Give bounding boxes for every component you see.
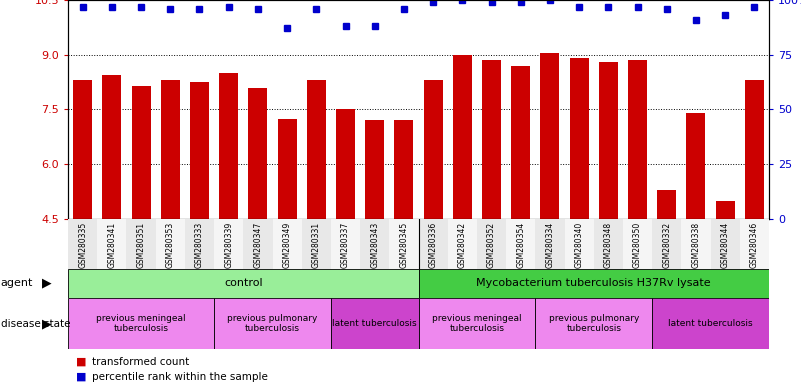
Bar [477,219,506,269]
Bar [506,219,535,269]
Text: GSM280349: GSM280349 [283,221,292,268]
Bar [336,109,355,219]
Bar [565,219,594,269]
Bar [628,60,647,219]
Bar [623,219,652,269]
Bar [73,80,92,219]
Text: GSM280334: GSM280334 [545,221,554,268]
Bar [745,80,764,219]
Text: GSM280339: GSM280339 [224,221,233,268]
Text: ■: ■ [76,372,87,382]
Text: GSM280341: GSM280341 [107,221,116,268]
Text: ▶: ▶ [42,277,51,290]
Bar [307,80,326,219]
Text: latent tuberculosis: latent tuberculosis [332,319,417,328]
Bar [418,219,448,269]
Bar [541,53,559,219]
Bar [394,121,413,219]
Text: GSM280331: GSM280331 [312,221,321,268]
Text: GSM280344: GSM280344 [721,221,730,268]
Bar [278,119,296,219]
Bar [389,219,418,269]
Text: GSM280352: GSM280352 [487,221,496,268]
Text: GSM280338: GSM280338 [691,221,700,268]
Bar [331,219,360,269]
Bar [453,55,472,219]
Text: control: control [224,278,263,288]
Bar [97,219,127,269]
Bar [652,219,682,269]
Text: GSM280332: GSM280332 [662,221,671,268]
Bar [272,219,302,269]
Bar [599,62,618,219]
Bar [244,219,272,269]
Bar [103,75,122,219]
Text: ▶: ▶ [42,317,51,330]
Text: GSM280345: GSM280345 [400,221,409,268]
Bar [302,219,331,269]
Text: GSM280337: GSM280337 [341,221,350,268]
Bar [418,298,535,349]
Text: transformed count: transformed count [92,356,189,367]
Text: previous meningeal
tuberculosis: previous meningeal tuberculosis [432,314,521,333]
Bar [535,298,652,349]
Text: ■: ■ [76,356,87,367]
Bar [658,190,676,219]
Bar [424,80,443,219]
Bar [448,219,477,269]
Bar [214,298,331,349]
Bar [155,219,185,269]
Bar [710,219,740,269]
Text: latent tuberculosis: latent tuberculosis [668,319,753,328]
Bar [740,219,769,269]
Text: GSM280342: GSM280342 [458,221,467,268]
Bar [511,66,530,219]
Text: agent: agent [1,278,33,288]
Text: GSM280343: GSM280343 [370,221,379,268]
Bar [68,269,418,298]
Bar [185,219,214,269]
Bar [482,60,501,219]
Bar [365,121,384,219]
Bar [248,88,268,219]
Text: previous pulmonary
tuberculosis: previous pulmonary tuberculosis [227,314,318,333]
Text: GSM280346: GSM280346 [750,221,759,268]
Text: disease state: disease state [1,318,70,329]
Text: GSM280350: GSM280350 [633,221,642,268]
Bar [161,80,179,219]
Text: previous pulmonary
tuberculosis: previous pulmonary tuberculosis [549,314,639,333]
Bar [360,219,389,269]
Text: GSM280348: GSM280348 [604,221,613,268]
Bar [68,298,214,349]
Bar [131,86,151,219]
Text: GSM280353: GSM280353 [166,221,175,268]
Text: GSM280340: GSM280340 [574,221,584,268]
Bar [715,200,735,219]
Text: GSM280336: GSM280336 [429,221,437,268]
Bar [219,73,238,219]
Bar [418,269,769,298]
Bar [535,219,565,269]
Bar [594,219,623,269]
Text: GSM280354: GSM280354 [516,221,525,268]
Text: GSM280351: GSM280351 [137,221,146,268]
Bar [570,58,589,219]
Text: GSM280333: GSM280333 [195,221,204,268]
Bar [652,298,769,349]
Text: Mycobacterium tuberculosis H37Rv lysate: Mycobacterium tuberculosis H37Rv lysate [477,278,711,288]
Text: previous meningeal
tuberculosis: previous meningeal tuberculosis [96,314,186,333]
Bar [68,219,97,269]
Bar [190,82,209,219]
Bar [686,113,706,219]
Bar [331,298,418,349]
Text: percentile rank within the sample: percentile rank within the sample [92,372,268,382]
Bar [127,219,155,269]
Text: GSM280335: GSM280335 [78,221,87,268]
Bar [214,219,244,269]
Text: GSM280347: GSM280347 [253,221,263,268]
Bar [682,219,710,269]
